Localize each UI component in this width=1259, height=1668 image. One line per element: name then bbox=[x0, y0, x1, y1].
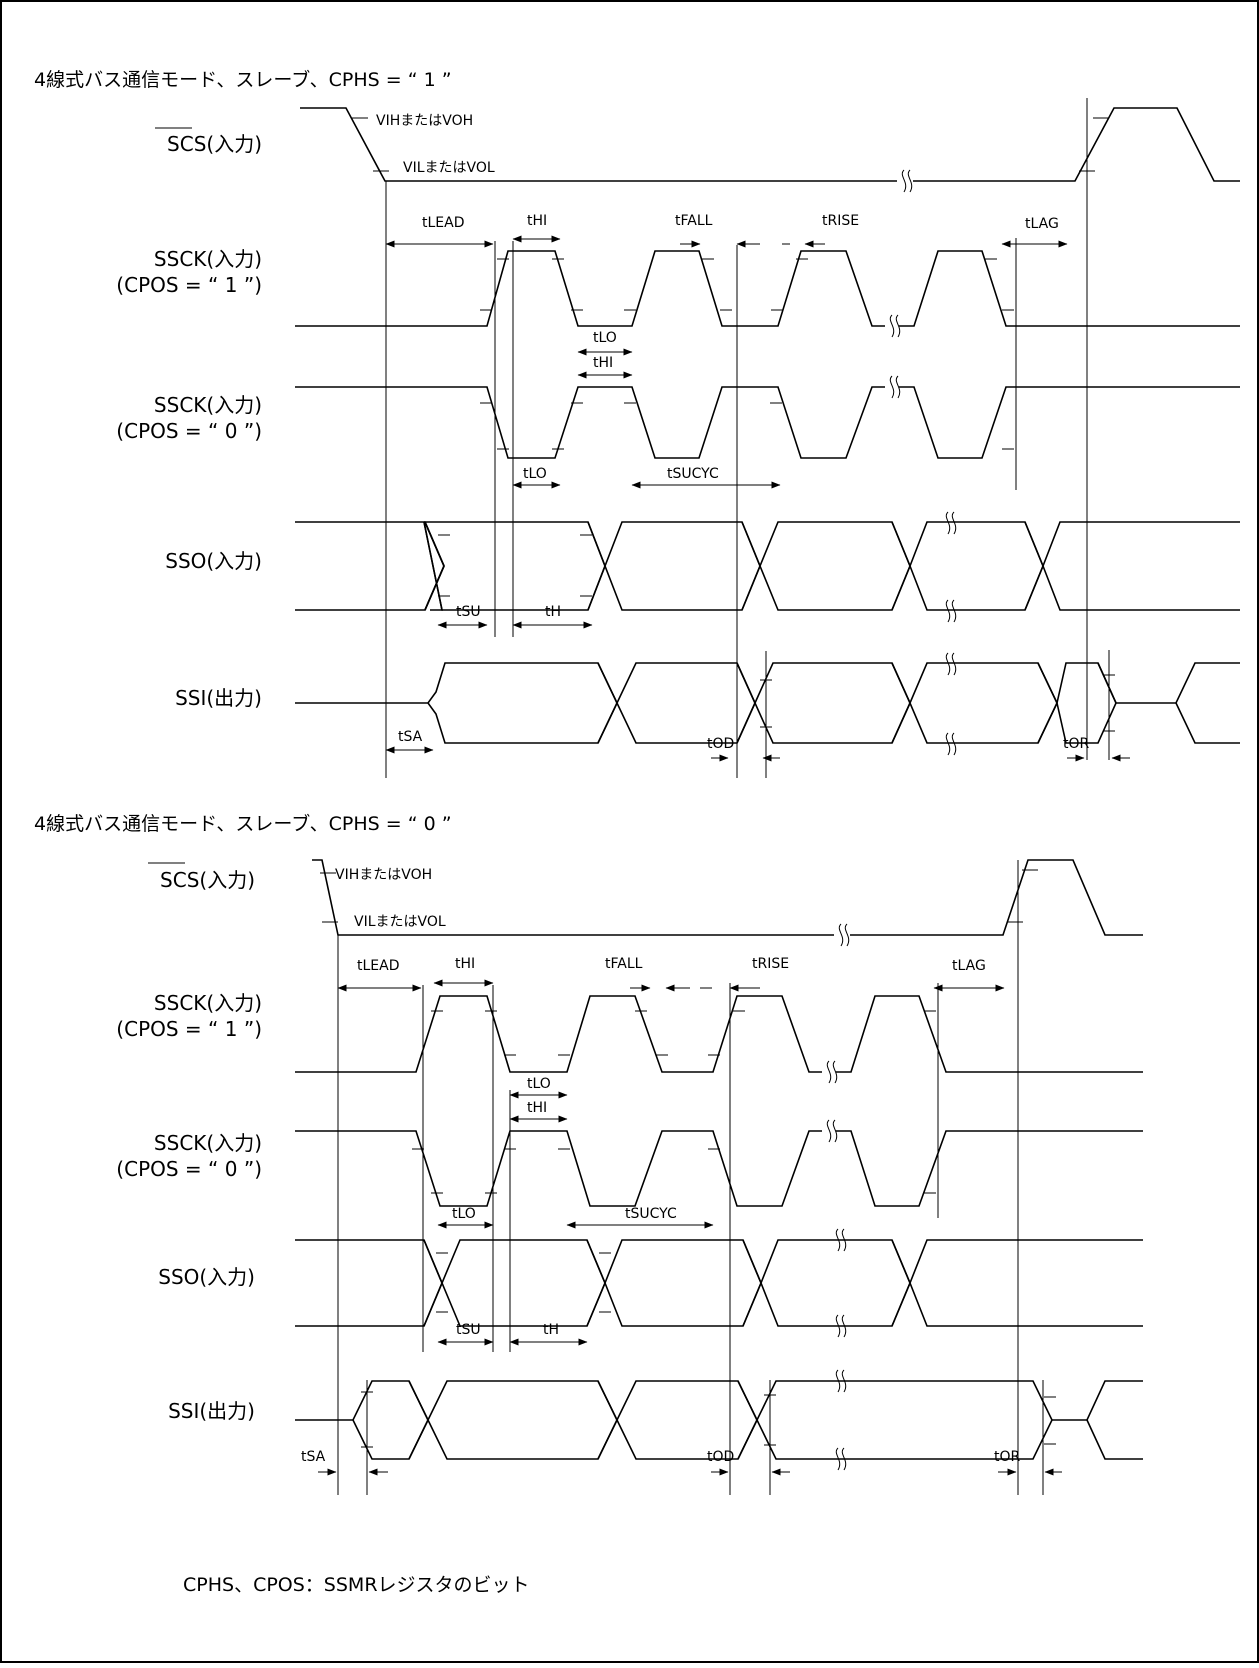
timing-label-th: tH bbox=[543, 1322, 559, 1338]
reference-lines bbox=[337, 860, 1044, 1495]
timing-label-thi-low: tHI bbox=[527, 1100, 547, 1116]
signal-label-ssi: SSI(出力) bbox=[168, 1399, 255, 1423]
ssck-cpos1-waveform bbox=[295, 995, 822, 1073]
signal-label-ssck-cpos1: SSCK(入力) bbox=[154, 991, 262, 1015]
signal-label-sso: SSO(入力) bbox=[158, 1265, 255, 1289]
ssck-cpos1-waveform-end bbox=[836, 995, 1143, 1073]
signal-label-ssi: SSI(出力) bbox=[175, 686, 262, 710]
timing-label-tlag: tLAG bbox=[952, 958, 986, 974]
timing-arrows bbox=[318, 979, 1062, 1476]
timing-label-tfall: tFALL bbox=[675, 213, 713, 229]
break-symbol bbox=[889, 314, 901, 338]
ssck-cpos0-waveform bbox=[295, 1130, 822, 1207]
break-symbol bbox=[826, 1060, 838, 1084]
timing-label-tsu: tSU bbox=[456, 604, 481, 620]
diagram-cphs-1: 4線式バス通信モード、スレーブ、CPHS = “ 1 ” SCS(入力) SSC… bbox=[34, 68, 1240, 778]
ssi-waveform bbox=[295, 1380, 1143, 1460]
ssck-cpos1-waveform-end bbox=[899, 250, 1240, 327]
timing-label-tsu: tSU bbox=[456, 1322, 481, 1338]
timing-label-trise: tRISE bbox=[752, 956, 789, 972]
footnote: CPHS、CPOS：SSMRレジスタのビット bbox=[183, 1574, 530, 1596]
diagram-title: 4線式バス通信モード、スレーブ、CPHS = “ 0 ” bbox=[34, 812, 452, 835]
timing-label-tod: tOD bbox=[707, 1449, 734, 1465]
timing-label-thi-low: tHI bbox=[593, 355, 613, 371]
timing-label-tor: tOR bbox=[994, 1449, 1021, 1465]
timing-label-tlag: tLAG bbox=[1025, 216, 1059, 232]
ssck-cpos0-waveform-end bbox=[899, 386, 1240, 459]
break-symbol bbox=[835, 1369, 847, 1393]
scs-waveform bbox=[300, 107, 897, 182]
signal-label-scs: SCS(入力) bbox=[167, 132, 262, 156]
timing-label-trise: tRISE bbox=[822, 213, 859, 229]
scs-waveform-end bbox=[913, 107, 1240, 182]
timing-label-tlead: tLEAD bbox=[422, 215, 465, 231]
timing-label-thi: tHI bbox=[527, 213, 547, 229]
break-symbol bbox=[826, 1119, 838, 1143]
timing-label-tfall: tFALL bbox=[605, 956, 643, 972]
signal-label-ssck-cpos0: SSCK(入力) bbox=[154, 1131, 262, 1155]
timing-label-tod: tOD bbox=[707, 736, 734, 752]
break-symbol bbox=[901, 169, 913, 193]
sso-waveform bbox=[295, 521, 1240, 611]
timing-label-tsa: tSA bbox=[301, 1449, 326, 1465]
break-symbol bbox=[945, 732, 957, 756]
scs-waveform-end bbox=[850, 859, 1143, 936]
ssck-cpos0-waveform-end bbox=[836, 1130, 1143, 1207]
signal-label-ssck-cpos1-sub: (CPOS = “ 1 ”) bbox=[116, 1017, 262, 1041]
break-symbol bbox=[945, 652, 957, 676]
signal-label-scs: SCS(入力) bbox=[160, 868, 255, 892]
signal-label-ssck-cpos0-sub: (CPOS = “ 0 ”) bbox=[116, 1157, 262, 1181]
level-low-label: VILまたはVOL bbox=[354, 914, 446, 930]
timing-label-tlo-low: tLO bbox=[452, 1206, 476, 1222]
diagram-cphs-0: 4線式バス通信モード、スレーブ、CPHS = “ 0 ” SCS(入力) SSC… bbox=[34, 812, 1143, 1495]
signal-label-ssck-cpos1-sub: (CPOS = “ 1 ”) bbox=[116, 273, 262, 297]
timing-label-tlead: tLEAD bbox=[357, 958, 400, 974]
level-high-label: VIHまたはVOH bbox=[376, 113, 473, 129]
timing-label-tsucyc: tSUCYC bbox=[667, 466, 719, 482]
signal-label-sso: SSO(入力) bbox=[165, 549, 262, 573]
timing-label-th: tH bbox=[545, 604, 561, 620]
reference-lines bbox=[385, 98, 1110, 778]
timing-arrows bbox=[385, 235, 1130, 762]
ssck-cpos0-waveform bbox=[295, 386, 885, 459]
break-symbol bbox=[838, 923, 850, 947]
ssi-waveform bbox=[295, 662, 1240, 744]
diagram-title: 4線式バス通信モード、スレーブ、CPHS = “ 1 ” bbox=[34, 68, 452, 91]
break-symbol bbox=[835, 1447, 847, 1471]
break-symbol bbox=[835, 1228, 847, 1252]
signal-label-ssck-cpos1: SSCK(入力) bbox=[154, 247, 262, 271]
ssck-cpos1-waveform bbox=[295, 250, 885, 327]
timing-label-tsa: tSA bbox=[398, 729, 423, 745]
level-high-label: VIHまたはVOH bbox=[335, 867, 432, 883]
timing-label-thi: tHI bbox=[455, 956, 475, 972]
timing-label-tlo-low: tLO bbox=[523, 466, 547, 482]
timing-label-tor: tOR bbox=[1063, 736, 1090, 752]
signal-label-ssck-cpos0: SSCK(入力) bbox=[154, 393, 262, 417]
break-symbol bbox=[835, 1314, 847, 1338]
sso-waveform bbox=[295, 1239, 1143, 1327]
break-symbol bbox=[945, 511, 957, 535]
level-low-label: VILまたはVOL bbox=[403, 160, 495, 176]
scs-waveform bbox=[312, 859, 834, 936]
signal-label-ssck-cpos0-sub: (CPOS = “ 0 ”) bbox=[116, 419, 262, 443]
break-symbol bbox=[889, 375, 901, 399]
timing-label-tsucyc: tSUCYC bbox=[625, 1206, 677, 1222]
timing-label-tlo: tLO bbox=[527, 1076, 551, 1092]
break-symbol bbox=[945, 599, 957, 623]
timing-label-tlo: tLO bbox=[593, 330, 617, 346]
